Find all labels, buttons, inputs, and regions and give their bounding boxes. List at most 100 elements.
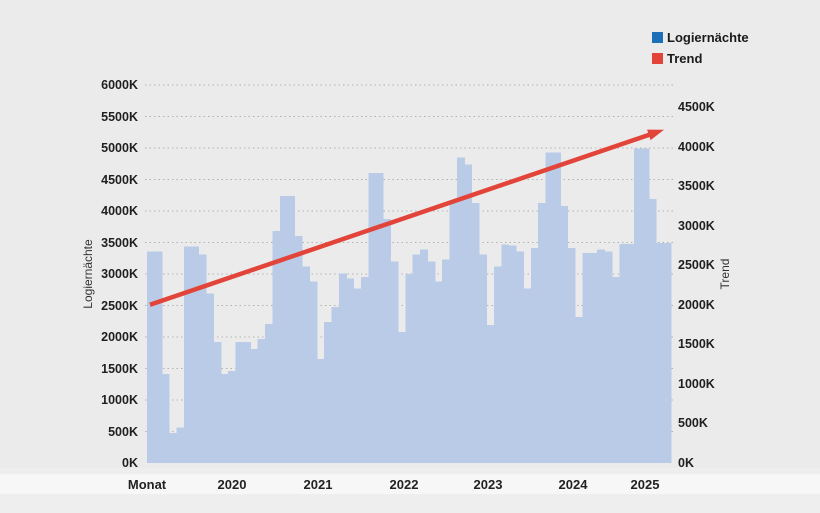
bar-month — [242, 342, 251, 463]
trend-arrowhead — [647, 129, 664, 141]
left-tick-label: 4000K — [101, 204, 138, 218]
bar-month — [611, 277, 620, 463]
right-tick-label: 1500K — [678, 337, 715, 352]
right-tick-label: 500K — [678, 416, 708, 431]
left-tick-label: 6000K — [101, 78, 138, 92]
bar-month — [220, 374, 229, 463]
right-tick-label: 0K — [678, 456, 694, 470]
bar-month — [456, 157, 465, 463]
left-tick-label: 3500K — [101, 235, 138, 250]
bar-month — [316, 359, 325, 463]
x-axis-title: Monat — [127, 477, 167, 492]
legend-item-logiernaechte: Logiernächte — [652, 27, 749, 48]
left-tick-label: 5500K — [101, 109, 138, 124]
bar-month — [523, 288, 532, 463]
year-label: 2022 — [389, 477, 419, 492]
bar-month — [582, 253, 591, 463]
x-axis-label-strip — [0, 474, 820, 494]
bar-month — [213, 342, 222, 463]
bar-month — [161, 374, 170, 463]
bar-month — [279, 195, 288, 463]
right-tick-label: 1000K — [678, 376, 715, 391]
year-label: 2024 — [558, 477, 588, 492]
year-label: 2020 — [217, 477, 247, 492]
bar-month — [634, 148, 642, 463]
bar-month — [567, 248, 576, 463]
bar-month — [228, 371, 237, 463]
bar-month — [294, 236, 303, 463]
bar-month — [641, 148, 650, 463]
legend-swatch-trend — [652, 53, 663, 64]
right-tick-label: 3000K — [678, 218, 715, 233]
bar-month — [287, 195, 296, 463]
legend: Logiernächte Trend — [652, 27, 749, 69]
bar-month — [250, 349, 259, 463]
left-tick-label: 2000K — [101, 330, 138, 344]
legend-label-logiernaechte: Logiernächte — [667, 30, 749, 45]
bar-month — [324, 321, 333, 463]
bar-month — [331, 306, 340, 463]
year-label: 2021 — [303, 477, 333, 492]
bar-month — [198, 254, 207, 463]
bar-month — [508, 245, 517, 463]
right-tick-label: 4500K — [678, 100, 715, 114]
bar-month — [390, 261, 399, 463]
left-tick-label: 4500K — [101, 172, 138, 187]
bar-month — [176, 427, 185, 463]
bar-month — [552, 152, 561, 463]
left-tick-label: 500K — [108, 424, 138, 439]
bar-month — [235, 342, 244, 463]
bar-month — [420, 249, 428, 463]
trend-line — [149, 131, 654, 307]
bar-month — [353, 288, 362, 463]
bar-month — [479, 254, 487, 463]
bar-month — [309, 281, 318, 463]
bar-month — [346, 278, 355, 463]
bar-month — [545, 152, 554, 463]
bar-month — [464, 164, 473, 463]
bar-month — [257, 338, 266, 463]
bar-month — [301, 266, 310, 463]
right-tick-label: 4000K — [678, 139, 715, 154]
bar-month — [183, 246, 192, 463]
bar-month — [449, 200, 458, 463]
bar-month — [648, 199, 657, 463]
bar-month — [589, 253, 598, 463]
bar-month — [383, 219, 392, 463]
bar-month — [604, 251, 613, 463]
bar-month — [538, 202, 547, 464]
bar-month — [368, 173, 377, 463]
right-tick-label: 3500K — [678, 179, 715, 194]
bar-month — [206, 293, 214, 463]
bar-month — [516, 251, 524, 463]
bar-month — [169, 432, 178, 463]
bar-month — [619, 243, 628, 463]
bar-month — [147, 251, 155, 463]
bar-month — [486, 325, 495, 463]
bar-month — [493, 266, 502, 463]
year-label: 2023 — [473, 477, 503, 492]
bar-month — [154, 251, 163, 463]
left-tick-label: 2500K — [101, 298, 138, 313]
bar-month — [471, 202, 480, 464]
left-tick-label: 0K — [122, 456, 138, 470]
right-tick-label: 2500K — [678, 258, 715, 273]
legend-item-trend: Trend — [652, 48, 749, 69]
bar-month — [663, 243, 672, 463]
bar-month — [656, 243, 665, 463]
left-tick-label: 3000K — [101, 267, 138, 281]
bar-month — [501, 244, 510, 463]
bar-month — [427, 261, 436, 463]
legend-label-trend: Trend — [667, 51, 703, 66]
bar-month — [191, 246, 200, 463]
left-tick-label: 1000K — [101, 393, 138, 407]
bar-month — [375, 173, 384, 463]
bar-month — [575, 316, 583, 463]
year-label: 2025 — [630, 477, 660, 492]
bar-month — [560, 206, 569, 463]
bar-month — [597, 249, 606, 463]
left-tick-label: 1500K — [101, 361, 138, 376]
bar-month — [397, 332, 406, 463]
